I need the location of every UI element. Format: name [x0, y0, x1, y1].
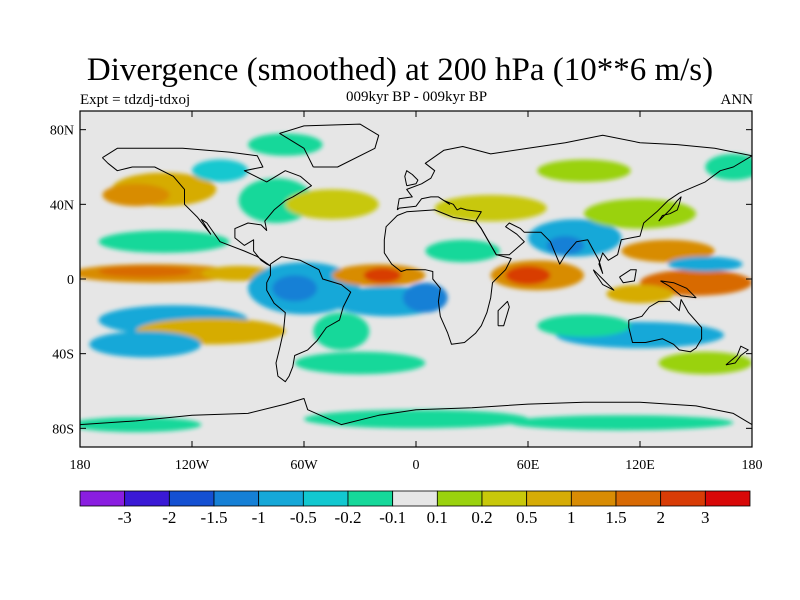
- divergence-region-36: [509, 415, 734, 431]
- divergence-region-33: [658, 351, 752, 375]
- experiment-label: Expt = tdzdj-tdxoj: [80, 92, 191, 108]
- colorbar-label-1: -3: [118, 508, 132, 527]
- chart-title: Divergence (smoothed) at 200 hPa (10**6 …: [86, 52, 714, 88]
- colorbar-label-5: -0.5: [290, 508, 317, 527]
- coastline-8: [404, 170, 419, 187]
- y-tick-label-4: 40S: [52, 348, 74, 363]
- divergence-region-18: [402, 282, 448, 313]
- divergence-region-29: [668, 256, 743, 272]
- divergence-region-21: [434, 195, 547, 222]
- divergence-region-30: [606, 284, 674, 304]
- colorbar-label-7: -0.1: [379, 508, 406, 527]
- coastline-2: [266, 256, 352, 383]
- colorbar-label-8: 0.1: [427, 508, 448, 527]
- colorbar-swatch-4: [213, 490, 260, 507]
- coastline-13: [497, 300, 510, 327]
- colorbar-swatch-11: [526, 490, 572, 507]
- colorbar-label-14: 3: [701, 508, 710, 527]
- colorbar-swatch-14: [660, 490, 706, 507]
- divergence-region-11: [272, 275, 318, 302]
- period-label: 009kyr BP - 009kyr BP: [345, 89, 488, 105]
- divergence-region-35: [304, 409, 528, 429]
- x-tick-label-3: 60W: [290, 458, 318, 473]
- colorbar-swatch-9: [436, 490, 483, 507]
- colorbar-label-3: -1.5: [201, 508, 228, 527]
- divergence-region-26: [584, 198, 696, 229]
- colorbar-swatch-5: [258, 490, 304, 507]
- x-tick-label-1: 180: [70, 458, 91, 473]
- colorbar-label-10: 0.5: [516, 508, 537, 527]
- y-tick-label-1: 80N: [50, 124, 74, 139]
- colorbar-label-4: -1: [252, 508, 266, 527]
- coastline-12: [660, 280, 697, 299]
- divergence-region-14: [89, 331, 202, 358]
- divergence-region-27: [621, 239, 715, 263]
- map-axes: 180 120W 60W 0 60E 120E 180 80N 40N 0 40S 80S: [50, 111, 763, 473]
- divergence-region-6: [98, 230, 230, 253]
- colorbar-swatch-10: [481, 490, 528, 507]
- coastline-1: [102, 147, 312, 267]
- coastline-4: [396, 134, 752, 274]
- colorbar-label-11: 1: [567, 508, 576, 527]
- colorbar-swatch-6: [302, 490, 349, 507]
- colorbar-swatch-1: [79, 490, 126, 507]
- colorbar-swatch-8: [392, 490, 438, 507]
- divergence-region-19: [294, 351, 426, 375]
- x-tick-label-2: 120W: [175, 458, 210, 473]
- coastline-9: [658, 196, 682, 222]
- y-tick-label-5: 80S: [52, 422, 74, 437]
- x-tick-label-7: 180: [742, 458, 763, 473]
- divergence-region-38: [247, 133, 323, 156]
- y-tick-label-3: 0: [67, 273, 74, 288]
- divergence-region-37: [80, 417, 202, 433]
- divergence-region-20: [425, 239, 501, 263]
- colorbar-swatch-3: [168, 490, 215, 507]
- x-tick-label-5: 60E: [517, 458, 540, 473]
- colorbar: -3 -2 -1.5 -1 -0.5 -0.2 -0.1 0.1 0.2 0.5 1 1.5 2 3: [79, 490, 751, 527]
- coastline-10: [592, 269, 615, 291]
- coastline-5: [628, 299, 703, 353]
- colorbar-swatch-12: [570, 490, 617, 507]
- divergence-region-32: [537, 314, 631, 337]
- colorbar-label-12: 1.5: [605, 508, 626, 527]
- colorbar-label-13: 2: [656, 508, 665, 527]
- colorbar-label-6: -0.2: [335, 508, 362, 527]
- colorbar-label-9: 0.2: [471, 508, 492, 527]
- coastlines: [80, 123, 752, 426]
- coastline-11: [619, 269, 637, 284]
- colorbar-swatch-7: [347, 490, 394, 507]
- coastline-7: [80, 398, 752, 426]
- divergence-region-2: [102, 183, 170, 207]
- divergence-region-5: [192, 159, 248, 182]
- colorbar-swatch-13: [615, 490, 662, 507]
- coastline-6: [279, 123, 380, 168]
- y-tick-label-2: 40N: [50, 198, 74, 213]
- divergence-region-23: [505, 266, 551, 285]
- divergence-region-25: [546, 236, 584, 255]
- coastline-14: [725, 345, 749, 366]
- colorbar-swatch-2: [124, 490, 170, 507]
- divergence-region-34: [313, 312, 370, 350]
- x-tick-label-4: 0: [413, 458, 420, 473]
- divergence-field: [80, 133, 752, 433]
- coastline-3: [383, 209, 512, 345]
- divergence-region-40: [537, 159, 631, 182]
- colorbar-label-2: -2: [162, 508, 176, 527]
- x-tick-label-6: 120E: [625, 458, 655, 473]
- divergence-region-16: [363, 267, 402, 283]
- divergence-region-8: [98, 265, 192, 278]
- divergence-region-4: [285, 189, 379, 220]
- season-label: ANN: [720, 92, 754, 108]
- colorbar-swatch-15: [704, 490, 751, 507]
